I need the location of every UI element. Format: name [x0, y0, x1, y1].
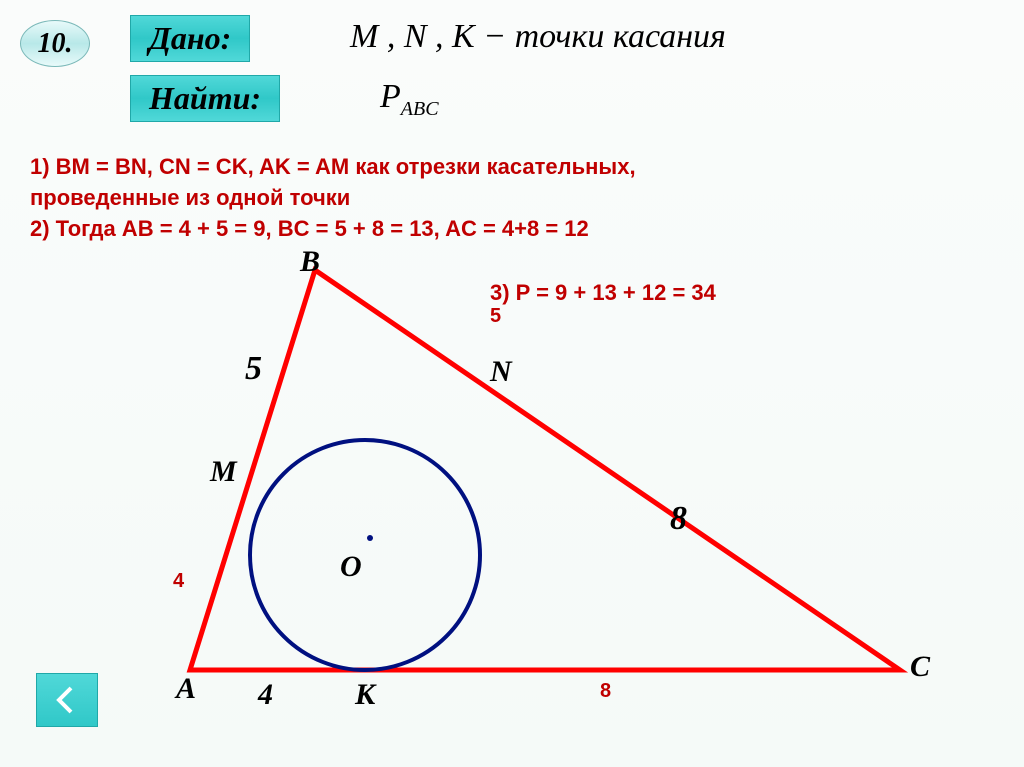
- back-button[interactable]: [36, 673, 98, 727]
- given-label: Дано:: [149, 20, 231, 56]
- find-label-box: Найти:: [130, 75, 280, 122]
- side-value-bm: 5: [245, 350, 262, 388]
- red-value-am: 4: [173, 570, 184, 593]
- solution-block: 1) BM = BN, CN = CK, AK = AM как отрезки…: [30, 152, 636, 244]
- side-value-ak: 4: [258, 678, 273, 712]
- slide: { "problem_number": "10.", "labels": { "…: [0, 0, 1024, 767]
- back-arrow-icon: [51, 684, 83, 716]
- solution-line-2: проведенные из одной точки: [30, 185, 350, 210]
- find-sub: ABC: [401, 98, 439, 120]
- diagram-svg: [140, 240, 920, 720]
- center-dot: [367, 535, 373, 541]
- red-value-bn: 5: [490, 305, 501, 328]
- find-formula: PABC: [380, 78, 439, 121]
- point-label-k: К: [355, 678, 375, 712]
- inscribed-circle: [250, 440, 480, 670]
- vertex-label-a: A: [176, 672, 196, 706]
- diagram: A B C M N К O 5 8 4 5 4 8: [140, 240, 920, 720]
- given-formula-text: M , N , K − точки касания: [350, 18, 726, 55]
- problem-number: 10.: [38, 28, 73, 60]
- vertex-label-c: C: [910, 650, 930, 684]
- find-label: Найти:: [149, 80, 261, 116]
- given-label-box: Дано:: [130, 15, 250, 62]
- point-label-n: N: [490, 355, 512, 389]
- center-label-o: O: [340, 550, 362, 584]
- find-prefix: P: [380, 78, 401, 115]
- vertex-label-b: B: [300, 245, 320, 279]
- solution-line-1: 1) BM = BN, CN = CK, AK = AM как отрезки…: [30, 154, 636, 179]
- problem-number-badge: 10.: [20, 20, 90, 67]
- given-formula: M , N , K − точки касания: [350, 18, 726, 56]
- red-value-kc: 8: [600, 680, 611, 703]
- point-label-m: M: [210, 455, 237, 489]
- side-value-nc: 8: [670, 500, 687, 538]
- triangle: [190, 270, 900, 670]
- solution-line-3: 2) Тогда AB = 4 + 5 = 9, BC = 5 + 8 = 13…: [30, 216, 589, 241]
